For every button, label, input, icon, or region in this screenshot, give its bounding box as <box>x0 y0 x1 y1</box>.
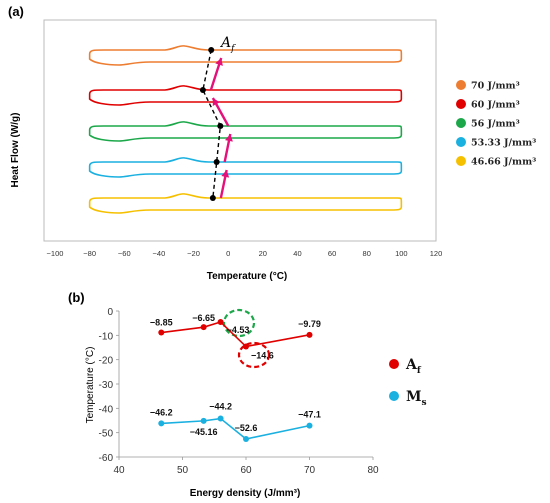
thermogram-curve <box>88 121 403 142</box>
legend-label: 56 J/mm³ <box>471 119 520 130</box>
data-label: −47.1 <box>298 410 321 420</box>
panel-a-legend: 70 J/mm³ 60 J/mm³ 56 J/mm³ 53.33 J/mm³ 46.66… <box>456 80 536 168</box>
thermogram-curve <box>88 193 403 214</box>
data-point <box>158 329 165 336</box>
panel-a-x-tick-label: −80 <box>83 249 96 258</box>
panel-b-series: −8.85 −6.65 −4.53 −14.6 −9.79 −46.2 −45.16 −44.… <box>150 313 321 442</box>
legend-swatch <box>456 137 466 147</box>
af-trend-arrowhead <box>215 58 223 66</box>
panel-a-x-tick-label: 0 <box>226 249 230 258</box>
panel-b-x-tick-label: 50 <box>177 465 189 476</box>
panel-b-x-tick-label: 40 <box>113 465 125 476</box>
legend-label: Ms <box>406 389 427 408</box>
data-point <box>243 435 249 442</box>
panel-a-x-tick-label: 80 <box>363 249 371 258</box>
legend-label: 60 J/mm³ <box>471 100 520 111</box>
legend-label: 70 J/mm³ <box>471 81 520 92</box>
panel-a-x-tick-label: 20 <box>259 249 267 258</box>
panel-b-y-tick-label: -50 <box>99 429 114 440</box>
af-trend-arrowhead <box>221 170 230 178</box>
thermogram-curve <box>88 157 403 178</box>
panel-b-y-tick-label: -30 <box>99 380 114 391</box>
data-point <box>200 324 207 331</box>
legend-label: 53.33 J/mm³ <box>471 138 536 149</box>
panel-b-x-tick-label: 70 <box>304 465 316 476</box>
panel-b-y-tick-label: -40 <box>99 404 114 415</box>
data-label: −4.53 <box>227 325 250 335</box>
legend-label-main: A <box>405 357 418 373</box>
thermogram-curve <box>88 45 403 66</box>
panel-a-label: (a) <box>8 4 24 19</box>
panel-a-x-tick-label: −20 <box>187 249 200 258</box>
panel-b-x-tick-label: 80 <box>367 465 379 476</box>
data-label: −45.16 <box>190 427 218 437</box>
data-label: −44.2 <box>209 402 232 412</box>
af-dashed-connector <box>202 49 222 199</box>
thermogram-curve <box>88 85 403 106</box>
data-label: −9.79 <box>298 319 321 329</box>
af-trend-arrowhead <box>212 98 220 107</box>
data-label: −8.85 <box>150 318 173 328</box>
panel-a-x-tick-label: 60 <box>328 249 336 258</box>
legend-swatch <box>456 99 466 109</box>
panel-a-x-tick-label: 40 <box>293 249 301 258</box>
legend-swatch <box>456 156 466 166</box>
legend-swatch <box>389 359 399 369</box>
red-highlight-circle <box>237 341 271 369</box>
data-label: −14.6 <box>251 351 274 361</box>
panel-a-x-tick-label: −100 <box>47 249 64 258</box>
data-point <box>217 319 224 326</box>
panel-a-x-tick-label: 120 <box>430 249 443 258</box>
data-point <box>306 331 313 338</box>
legend-label: Af <box>405 357 422 376</box>
legend-swatch <box>456 80 466 90</box>
data-label: −6.65 <box>192 313 215 323</box>
data-label: −46.2 <box>150 407 173 417</box>
data-point <box>243 343 249 350</box>
panel-b-y-tick-label: -60 <box>99 453 114 464</box>
panel-a-x-tick-label: −40 <box>153 249 166 258</box>
data-point <box>158 420 165 427</box>
af-trend-arrowhead <box>225 134 233 142</box>
data-point <box>217 415 224 422</box>
data-point <box>306 422 313 429</box>
legend-swatch <box>389 391 399 401</box>
legend-label-sub: f <box>417 366 422 376</box>
panel-b-x-tick-label: 60 <box>240 465 252 476</box>
legend-swatch <box>456 118 466 128</box>
af-marker-dot <box>209 195 216 201</box>
af-annotation-sub: f <box>230 44 236 54</box>
panel-b-y-tick-label: -20 <box>99 356 114 367</box>
panel-a-af-markers <box>199 47 233 201</box>
af-annotation-main: A <box>219 35 231 51</box>
panel-a-plot-frame <box>43 19 437 242</box>
panel-b-y-tick-label: -10 <box>99 331 114 342</box>
af-marker-dot <box>213 159 220 165</box>
legend-label: 46.66 J/mm³ <box>471 157 536 168</box>
panel-a-x-tick-label: −60 <box>118 249 131 258</box>
panel-b-label: (b) <box>68 290 85 305</box>
af-annotation: Af <box>219 35 236 54</box>
panel-b-y-tick-label: 0 <box>107 307 113 318</box>
panel-a-ylabel: Heat Flow (W/g) <box>10 113 21 188</box>
panel-a-x-ticks: −100 −80 −60 −40 −20 0 20 40 60 80 100 120 <box>47 249 443 258</box>
legend-label-main: M <box>406 389 422 405</box>
panel-a-curves <box>88 45 403 214</box>
legend-label-sub: s <box>422 398 427 408</box>
green-highlight-circle <box>222 308 256 338</box>
panel-b-legend: Af Ms <box>389 357 427 408</box>
panel-a-xlabel: Temperature (°C) <box>207 271 288 282</box>
data-point <box>200 417 207 424</box>
data-label: −52.6 <box>235 423 258 433</box>
panel-b-xlabel: Energy density (J/mm³) <box>190 488 301 499</box>
panel-a-x-tick-label: 100 <box>395 249 408 258</box>
panel-b-ylabel: Temperature (°C) <box>85 347 96 424</box>
